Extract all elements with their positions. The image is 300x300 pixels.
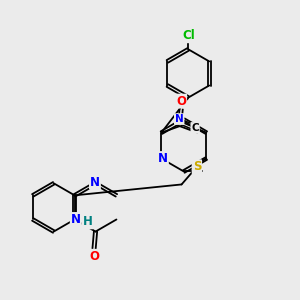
Text: S: S bbox=[193, 160, 201, 173]
Text: O: O bbox=[89, 250, 99, 263]
Text: N: N bbox=[158, 152, 168, 165]
Text: N: N bbox=[90, 176, 100, 189]
Text: N: N bbox=[71, 213, 81, 226]
Text: O: O bbox=[176, 94, 186, 108]
Text: C: C bbox=[191, 123, 199, 133]
Text: H: H bbox=[82, 215, 92, 228]
Text: Cl: Cl bbox=[182, 29, 195, 42]
Text: N: N bbox=[175, 114, 184, 124]
